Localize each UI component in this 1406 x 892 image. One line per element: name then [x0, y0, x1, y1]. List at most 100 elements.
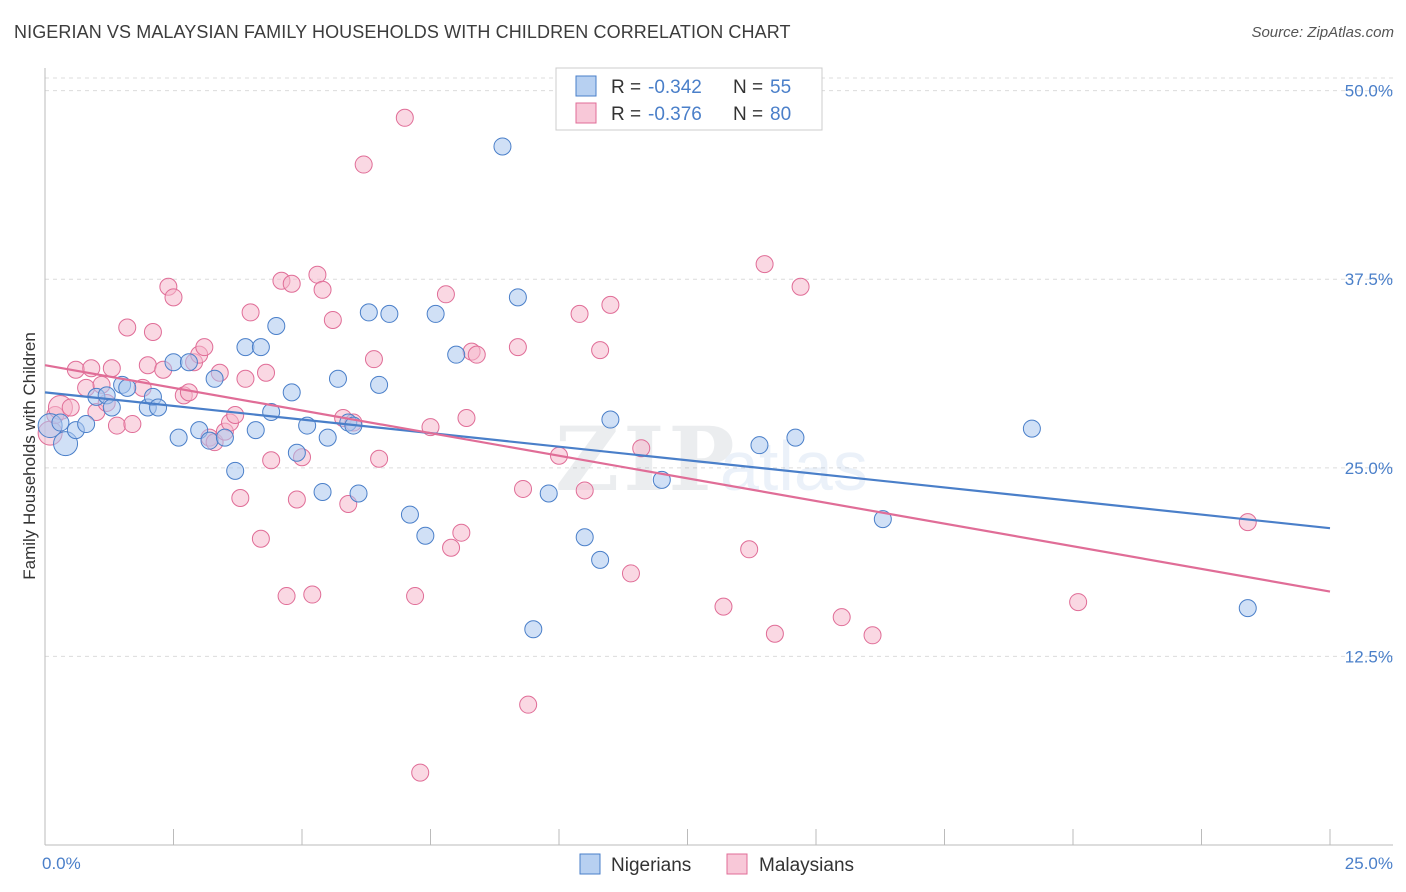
nigerians-point — [786, 428, 805, 447]
nigerians-point — [400, 505, 419, 524]
nigerians-point — [164, 353, 183, 372]
nigerians-point — [169, 428, 188, 447]
malaysians-point — [570, 304, 589, 323]
malaysians-point — [406, 587, 425, 606]
legend-n-value-1: 55 — [770, 77, 791, 98]
nigerians-point — [318, 428, 337, 447]
malaysians-point — [467, 345, 486, 364]
nigerians-point — [416, 526, 435, 545]
nigerians-point — [313, 482, 332, 501]
nigerians-point — [380, 304, 399, 323]
malaysians-point — [1238, 513, 1257, 532]
bottom-legend-swatch-nigerians — [579, 853, 601, 875]
nigerians-point — [287, 443, 306, 462]
malaysians-point — [118, 318, 137, 337]
y-tick-labels: 12.5% 25.0% 37.5% 50.0% — [1345, 82, 1393, 667]
malaysians-point — [308, 265, 327, 284]
malaysians-point — [364, 350, 383, 369]
nigerians-point — [246, 421, 265, 440]
legend-r-value-2: -0.376 — [648, 104, 702, 125]
bottom-legend-swatch-malaysians — [726, 853, 748, 875]
legend-n-label-2: N = — [733, 104, 763, 125]
malaysians-point — [282, 274, 301, 293]
nigerians-point — [370, 375, 389, 394]
nigerians-point — [149, 398, 168, 417]
nigerians-point — [524, 620, 543, 639]
nigerians-point — [349, 484, 368, 503]
legend-r-label-1: R = — [611, 77, 641, 98]
malaysians-point — [755, 255, 774, 274]
x-ticks — [44, 829, 1331, 845]
malaysians-point — [231, 488, 250, 507]
malaysians-point — [303, 585, 322, 604]
grid-lines — [45, 77, 1393, 657]
malaysians-point — [457, 409, 476, 428]
nigerians-point — [251, 338, 270, 357]
nigerians-points — [37, 137, 1257, 639]
watermark: ZIP atlas — [555, 407, 868, 511]
malaysians-point — [251, 529, 270, 548]
malaysians-point — [863, 626, 882, 645]
nigerians-point — [575, 528, 594, 547]
nigerians-point — [601, 410, 620, 429]
y-tick-label: 50.0% — [1345, 82, 1393, 101]
nigerians-point — [493, 137, 512, 156]
malaysians-point — [138, 356, 157, 375]
bottom-legend-label-malaysians: Malaysians — [759, 855, 854, 876]
malaysians-point — [514, 479, 533, 498]
malaysians-point — [262, 451, 281, 470]
nigerians-point — [873, 510, 892, 529]
malaysians-point — [591, 341, 610, 360]
nigerians-point — [359, 303, 378, 322]
nigerians-point — [236, 338, 255, 357]
nigerians-point — [750, 436, 769, 455]
nigerians-point — [282, 383, 301, 402]
malaysians-point — [1069, 593, 1088, 612]
nigerians-point — [1022, 419, 1041, 438]
malaysians-point — [102, 359, 121, 378]
nigerians-point — [200, 431, 219, 450]
nigerians-point — [267, 316, 286, 335]
malaysians-point — [313, 280, 332, 299]
malaysians-point — [508, 338, 527, 357]
legend-r-label-2: R = — [611, 104, 641, 125]
top-legend-box — [555, 67, 823, 131]
malaysians-point — [411, 763, 430, 782]
malaysians-point — [632, 439, 651, 458]
malaysians-point — [354, 155, 373, 174]
malaysians-point — [164, 288, 183, 307]
malaysians-point — [791, 277, 810, 296]
nigerians-point — [226, 461, 245, 480]
nigerians-point — [447, 345, 466, 364]
legend-r-value-1: -0.342 — [648, 77, 702, 98]
nigerians-point — [539, 484, 558, 503]
malaysians-point — [765, 624, 784, 643]
bottom-legend-label-nigerians: Nigerians — [611, 855, 691, 876]
malaysians-point — [442, 538, 461, 557]
malaysians-point — [107, 416, 126, 435]
malaysians-point — [621, 564, 640, 583]
malaysians-point — [123, 415, 142, 434]
y-tick-label: 25.0% — [1345, 459, 1393, 478]
nigerians-point — [77, 415, 96, 434]
nigerians-point — [215, 428, 234, 447]
x-tick-label-max: 25.0% — [1345, 854, 1393, 873]
x-tick-label-min: 0.0% — [42, 854, 81, 873]
malaysians-point — [452, 523, 471, 542]
malaysians-point — [714, 597, 733, 616]
legend-n-label-1: N = — [733, 77, 763, 98]
malaysians-point — [740, 540, 759, 559]
malaysians-point — [370, 449, 389, 468]
y-tick-label: 12.5% — [1345, 647, 1393, 666]
source-label: Source: ZipAtlas.com — [1251, 24, 1394, 41]
nigerians-point — [591, 550, 610, 569]
nigerians-point — [179, 353, 198, 372]
malaysians-point — [395, 108, 414, 127]
nigerians-trend-line — [44, 391, 1331, 530]
nigerians-point — [328, 369, 347, 388]
malaysians-point — [226, 406, 245, 425]
trend-lines — [44, 364, 1331, 593]
malaysians-point — [195, 338, 214, 357]
legend-swatch-nigerians — [575, 75, 597, 97]
